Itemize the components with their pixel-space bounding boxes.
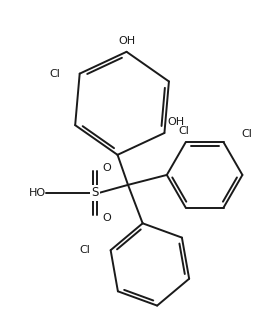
Text: O: O	[102, 163, 111, 173]
Text: S: S	[92, 186, 99, 199]
Text: Cl: Cl	[80, 245, 91, 255]
Text: OH: OH	[118, 36, 135, 46]
Text: HO: HO	[29, 188, 46, 198]
Text: Cl: Cl	[49, 69, 60, 79]
Text: O: O	[102, 213, 111, 223]
Text: Cl: Cl	[178, 126, 189, 136]
Text: Cl: Cl	[241, 129, 252, 139]
Text: OH: OH	[168, 117, 185, 127]
